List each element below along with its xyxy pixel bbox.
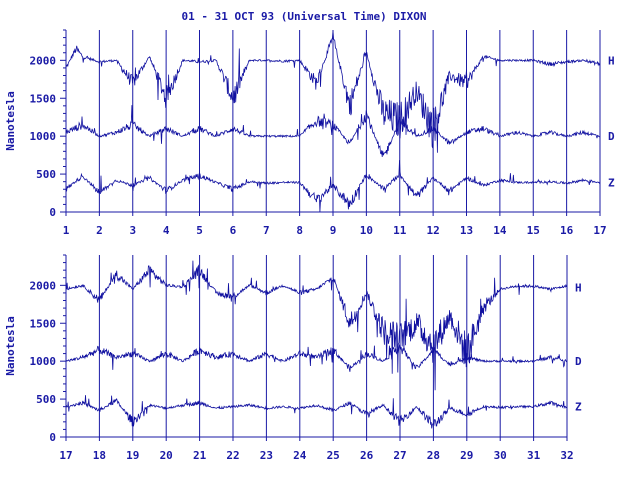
y-tick-label: 2000 (30, 279, 57, 292)
x-tick-labels: 17 18 19 20 21 22 23 24 25 26 27 28 29 30 31 32 (59, 437, 574, 462)
x-tick-label: 7 (263, 224, 270, 237)
x-tick-label: 6 (230, 224, 237, 237)
x-tick-label: 17 (593, 224, 606, 237)
y-tick-labels: 0 500 1000 1500 2000 (30, 29, 66, 219)
traces: H D Z (65, 30, 615, 213)
x-tick-label: 29 (460, 449, 473, 462)
x-tick-label: 8 (296, 224, 303, 237)
x-tick-label: 21 (193, 449, 207, 462)
x-tick-label: 14 (493, 224, 507, 237)
y-tick-label: 1000 (30, 355, 57, 368)
series-H-line (65, 260, 568, 391)
top-panel: 1 2 3 4 5 6 7 8 9 10 11 12 13 14 15 16 17050010001500200… (4, 29, 615, 237)
x-tick-label: 12 (427, 224, 440, 237)
chart-title: 01 - 31 OCT 93 (Universal Time) DIXON (181, 10, 426, 23)
x-tick-label: 22 (226, 449, 239, 462)
y-tick-label: 500 (36, 168, 56, 181)
series-D-label: D (608, 130, 615, 143)
series-Z-label: Z (608, 176, 615, 189)
y-tick-labels: 0 500 1000 1500 2000 (30, 254, 66, 444)
series-D-label: D (575, 355, 582, 368)
x-tick-label: 16 (560, 224, 574, 237)
x-tick-label: 32 (560, 449, 573, 462)
x-tick-label: 11 (393, 224, 407, 237)
x-tick-label: 23 (260, 449, 273, 462)
x-tick-label: 10 (360, 224, 373, 237)
series-Z-line (65, 160, 601, 213)
x-tick-labels: 1 2 3 4 5 6 7 8 9 10 11 12 13 14 15 16 17 (63, 212, 607, 237)
x-tick-label: 13 (460, 224, 473, 237)
series-H-label: H (608, 54, 615, 67)
y-axis-label: Nanotesla (4, 91, 17, 151)
x-tick-label: 28 (427, 449, 440, 462)
series-H-line (65, 30, 601, 153)
x-tick-label: 30 (494, 449, 507, 462)
x-tick-label: 15 (527, 224, 540, 237)
x-tick-label: 19 (126, 449, 139, 462)
x-tick-label: 1 (63, 224, 70, 237)
series-H-label: H (575, 282, 582, 295)
x-tick-label: 31 (527, 449, 541, 462)
x-tick-label: 2 (96, 224, 103, 237)
x-tick-label: 17 (59, 449, 72, 462)
x-tick-label: 5 (196, 224, 203, 237)
bottom-panel: 17 18 19 20 21 22 23 24 25 26 27 28 29 30 31 32 0 500 1000… (4, 254, 582, 462)
y-tick-label: 1500 (30, 317, 57, 330)
x-tick-label: 27 (393, 449, 406, 462)
y-tick-label: 1500 (30, 92, 57, 105)
x-tick-label: 18 (93, 449, 106, 462)
y-tick-label: 0 (49, 206, 56, 219)
y-tick-label: 2000 (30, 54, 57, 67)
series-Z-line (65, 395, 568, 429)
series-D-line (65, 105, 601, 158)
series-Z-label: Z (575, 401, 582, 414)
series-D-line (65, 343, 568, 372)
x-tick-label: 9 (330, 224, 337, 237)
x-tick-label: 25 (327, 449, 340, 462)
x-tick-label: 26 (360, 449, 374, 462)
y-axis-label: Nanotesla (4, 316, 17, 376)
traces: H D Z (65, 260, 582, 429)
y-tick-label: 1000 (30, 130, 57, 143)
day-gridlines (98, 30, 601, 212)
x-tick-label: 20 (160, 449, 173, 462)
x-tick-label: 24 (293, 449, 307, 462)
x-tick-label: 4 (163, 224, 170, 237)
y-tick-label: 0 (49, 431, 56, 444)
x-tick-label: 3 (129, 224, 136, 237)
y-tick-label: 500 (36, 393, 56, 406)
